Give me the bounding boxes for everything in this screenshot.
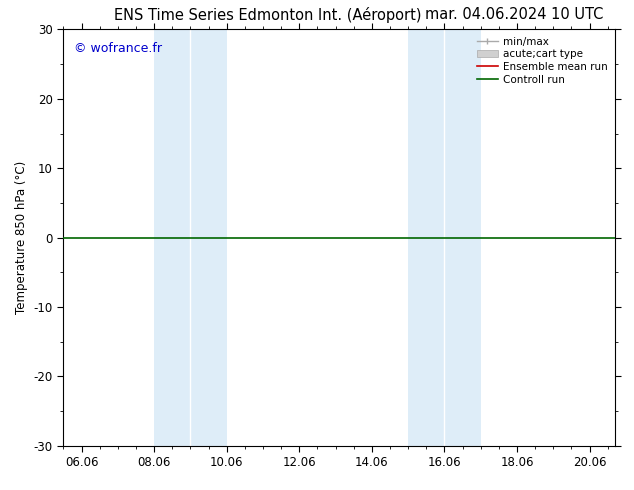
Bar bbox=[408, 29, 444, 446]
Bar bbox=[154, 29, 190, 446]
Bar bbox=[444, 29, 481, 446]
Y-axis label: Temperature 850 hPa (°C): Temperature 850 hPa (°C) bbox=[15, 161, 28, 314]
Text: ENS Time Series Edmonton Int. (Aéroport): ENS Time Series Edmonton Int. (Aéroport) bbox=[114, 7, 422, 24]
Text: mar. 04.06.2024 10 UTC: mar. 04.06.2024 10 UTC bbox=[425, 7, 603, 23]
Legend: min/max, acute;cart type, Ensemble mean run, Controll run: min/max, acute;cart type, Ensemble mean … bbox=[475, 35, 610, 87]
Text: © wofrance.fr: © wofrance.fr bbox=[74, 42, 162, 55]
Bar bbox=[190, 29, 227, 446]
